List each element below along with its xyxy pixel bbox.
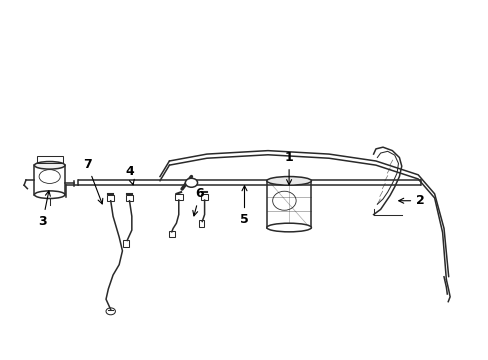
Text: 5: 5 <box>240 186 248 226</box>
Bar <box>37 156 62 163</box>
Ellipse shape <box>266 223 311 232</box>
Bar <box>125 194 133 201</box>
Text: 2: 2 <box>398 194 424 207</box>
Text: 1: 1 <box>284 151 293 185</box>
Text: 3: 3 <box>38 191 50 228</box>
Bar <box>266 181 311 228</box>
Bar <box>201 194 208 200</box>
Ellipse shape <box>34 191 65 198</box>
Ellipse shape <box>266 176 311 185</box>
Bar <box>107 194 114 201</box>
Ellipse shape <box>34 162 65 169</box>
Bar <box>122 240 128 247</box>
Bar <box>169 231 175 237</box>
Bar <box>199 220 203 227</box>
Bar <box>175 194 182 200</box>
Text: 6: 6 <box>192 187 204 216</box>
Text: 4: 4 <box>125 165 134 185</box>
Circle shape <box>185 178 197 187</box>
Bar <box>34 165 65 195</box>
Text: 7: 7 <box>82 158 102 204</box>
